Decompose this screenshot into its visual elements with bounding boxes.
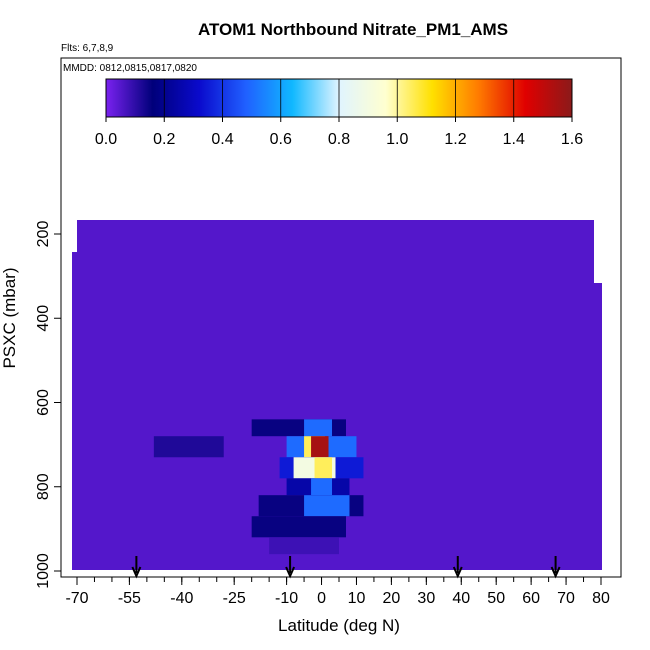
y-axis-tick-label: 600: [35, 389, 52, 416]
heatmap-cell: [251, 516, 346, 538]
colorbar: 0.0 0.2 0.4 0.6 0.8 1.0 1.2 1.4 1.6: [95, 78, 583, 148]
x-axis-tick-label: 50: [487, 590, 505, 607]
chart-title: ATOM1 Northbound Nitrate_PM1_AMS: [198, 20, 508, 39]
heatmap: [72, 220, 602, 570]
y-axis-tick-label: 1000: [35, 553, 52, 589]
heatmap-cell: [304, 495, 350, 517]
heatmap-cell: [304, 419, 333, 437]
x-axis: -70 -55 -40 -25 -10 0 10 20 30 40 50 60 70 80: [65, 577, 610, 607]
colorbar-tick-label: 1.2: [444, 131, 466, 148]
x-axis-tick-label: 20: [383, 590, 401, 607]
y-axis: 200 400 600 800 1000: [35, 221, 61, 589]
heatmap-background-edge: [72, 252, 78, 570]
flights-subtitle: Flts: 6,7,8,9: [61, 43, 114, 54]
y-axis-label: PSXC (mbar): [0, 267, 19, 368]
flight-marker-head: [550, 566, 561, 579]
x-axis-tick-label: 70: [557, 590, 575, 607]
colorbar-tick-label: 0.0: [95, 131, 117, 148]
colorbar-tick-label: 0.8: [328, 131, 350, 148]
y-axis-tick-label: 400: [35, 305, 52, 332]
x-axis-tick-label: 10: [348, 590, 366, 607]
colorbar-tick-label: 0.4: [211, 131, 233, 148]
heatmap-cell: [311, 478, 333, 496]
x-axis-tick-label: -10: [275, 590, 298, 607]
colorbar-tick-label: 0.6: [270, 131, 292, 148]
flight-marker-head: [131, 566, 142, 579]
x-axis-tick-label: -70: [65, 590, 88, 607]
plot-frame: [60, 57, 622, 578]
x-axis-tick-label: -55: [118, 590, 141, 607]
x-axis-tick-label: 30: [417, 590, 435, 607]
flight-markers: [131, 556, 561, 579]
colorbar-tick-label: 0.2: [153, 131, 175, 148]
heatmap-cell: [153, 436, 224, 458]
y-axis-tick-label: 200: [35, 221, 52, 248]
heatmap-background-edge: [594, 283, 602, 570]
x-axis-tick-label: -25: [223, 590, 246, 607]
x-axis-tick-label: 60: [522, 590, 540, 607]
x-axis-tick-label: 80: [592, 590, 610, 607]
y-axis-tick-label: 800: [35, 473, 52, 500]
flight-marker-head: [285, 566, 296, 579]
heatmap-cell: [314, 457, 333, 479]
dates-subtitle: MMDD: 0812,0815,0817,0820: [63, 63, 197, 74]
heatmap-cell: [311, 436, 329, 458]
colorbar-tick-label: 1.6: [561, 131, 583, 148]
x-axis-tick-label: 0: [317, 590, 326, 607]
colorbar-tick-label: 1.0: [386, 131, 408, 148]
x-axis-label: Latitude (deg N): [278, 616, 400, 635]
flight-marker-head: [452, 566, 463, 579]
x-axis-tick-label: 40: [452, 590, 470, 607]
colorbar-tick-label: 1.4: [503, 131, 525, 148]
heatmap-cell: [269, 537, 339, 555]
x-axis-tick-label: -40: [170, 590, 193, 607]
